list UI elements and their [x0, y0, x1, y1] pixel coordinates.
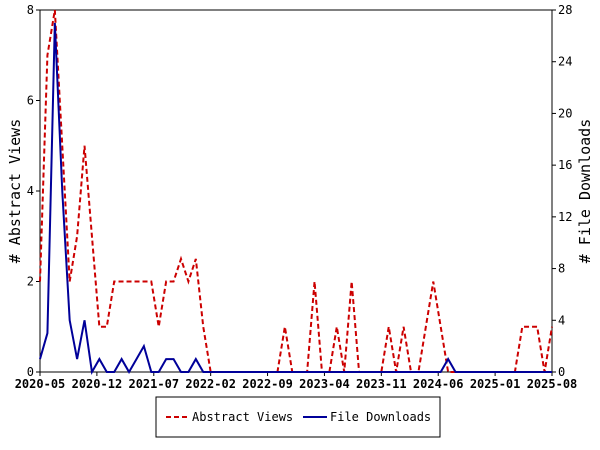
x-tick-label: 2021-07 — [128, 377, 179, 391]
y-right-tick-label: 12 — [558, 210, 572, 224]
y-right-tick-label: 4 — [558, 313, 565, 327]
x-tick-label: 2023-04 — [299, 377, 350, 391]
legend-label-file-downloads: File Downloads — [330, 410, 431, 424]
y-left-tick-label: 2 — [27, 275, 34, 289]
y-left-tick-label: 0 — [27, 365, 34, 379]
x-tick-label: 2025-08 — [527, 377, 578, 391]
y-right-axis-label: # File Downloads — [576, 119, 594, 264]
series-group — [39, 9, 553, 376]
x-tick-label: 2022-09 — [242, 377, 293, 391]
series-line-file-downloads — [39, 22, 552, 376]
plot-frame — [39, 9, 553, 373]
tick-group: 2020-05 2020-12 2021-07 2022-02 2022-09 2023-… — [15, 3, 578, 391]
legend-box — [155, 396, 441, 438]
x-tick-label: 2020-12 — [72, 377, 123, 391]
y-right-tick-label: 20 — [558, 106, 572, 120]
y-right-tick-label: 8 — [558, 262, 565, 276]
legend: Abstract Views File Downloads — [155, 396, 441, 438]
series-line-abstract-views — [39, 9, 553, 373]
y-right-tick-label: 28 — [558, 3, 572, 17]
y-left-axis-label: # Abstract Views — [6, 119, 24, 264]
x-tick-label: 2023-11 — [356, 377, 407, 391]
y-left-tick-label: 6 — [27, 94, 34, 108]
y-right-tick-label: 24 — [558, 55, 572, 69]
y-right-tick-label: 0 — [558, 365, 565, 379]
x-tick-label: 2020-05 — [15, 377, 66, 391]
y-right-tick-label: 16 — [558, 158, 572, 172]
legend-label-abstract-views: Abstract Views — [192, 410, 293, 424]
x-tick-label: 2022-02 — [185, 377, 236, 391]
y-left-tick-label: 8 — [27, 3, 34, 17]
x-tick-label: 2024-06 — [413, 377, 464, 391]
x-tick-label: 2025-01 — [470, 377, 521, 391]
y-left-tick-label: 4 — [27, 184, 34, 198]
